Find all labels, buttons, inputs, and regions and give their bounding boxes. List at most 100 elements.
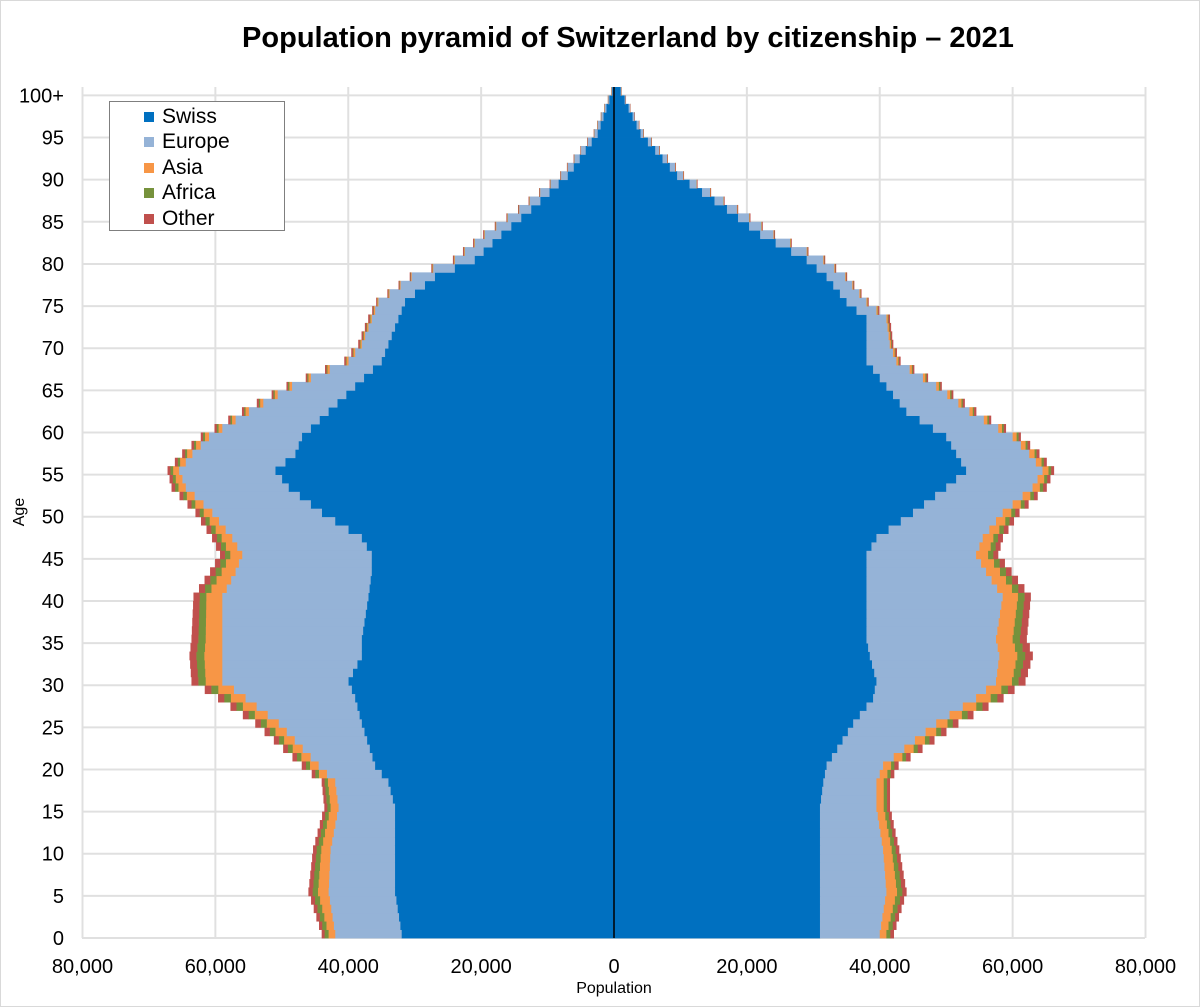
bar-europe-left-age-61 <box>235 415 320 425</box>
bar-europe-left-age-93 <box>580 145 586 155</box>
bar-europe-right-age-48 <box>888 525 990 534</box>
bar-other-left-age-12 <box>317 828 321 838</box>
bar-africa-left-age-68 <box>345 356 347 366</box>
bar-swiss-right-age-70 <box>614 339 867 349</box>
bar-swiss-left-age-54 <box>281 474 615 484</box>
bar-europe-right-age-44 <box>866 558 982 568</box>
bar-asia-right-age-59 <box>1012 432 1017 442</box>
bar-asia-left-age-87 <box>529 196 530 206</box>
bar-swiss-left-age-8 <box>394 862 615 871</box>
bar-asia-left-age-66 <box>308 373 311 383</box>
bar-asia-right-age-57 <box>1029 449 1035 459</box>
bar-swiss-right-age-78 <box>614 272 827 282</box>
bar-africa-left-age-69 <box>352 348 354 358</box>
bar-swiss-left-age-56 <box>285 457 615 467</box>
bar-other-left-age-82 <box>473 238 474 248</box>
bar-europe-right-age-56 <box>961 457 1037 467</box>
bar-other-right-age-47 <box>998 533 1003 543</box>
bar-asia-right-age-34 <box>997 643 1016 652</box>
bar-other-left-age-18 <box>321 777 325 787</box>
bar-swiss-left-age-6 <box>394 879 615 888</box>
bar-africa-left-age-22 <box>287 744 293 754</box>
bar-europe-right-age-37 <box>866 617 999 627</box>
bar-asia-right-age-30 <box>996 676 1013 686</box>
bar-other-right-age-12 <box>892 828 896 838</box>
bar-europe-left-age-48 <box>225 525 349 534</box>
y-tick-label: 0 <box>53 928 64 950</box>
bar-swiss-right-age-93 <box>614 145 656 155</box>
bar-europe-right-age-8 <box>819 862 885 871</box>
bar-asia-left-age-59 <box>204 432 210 442</box>
bar-other-left-age-91 <box>566 162 568 172</box>
y-tick-label: 95 <box>42 128 64 150</box>
y-axis-label: Age <box>11 498 28 527</box>
bar-other-left-age-34 <box>190 643 198 652</box>
bar-swiss-left-age-88 <box>549 188 615 197</box>
bar-asia-left-age-81 <box>463 247 465 256</box>
bar-asia-right-age-70 <box>889 339 892 349</box>
bar-asia-left-age-75 <box>377 297 379 307</box>
bar-europe-right-age-19 <box>824 769 881 779</box>
bar-africa-left-age-26 <box>248 710 255 720</box>
bar-asia-left-age-19 <box>318 769 327 779</box>
bar-europe-left-age-77 <box>400 280 425 290</box>
bar-europe-right-age-5 <box>819 887 887 897</box>
bar-europe-left-age-55 <box>178 466 276 475</box>
bar-asia-right-age-85 <box>749 213 750 223</box>
bar-europe-left-age-31 <box>222 668 353 678</box>
bar-swiss-left-age-73 <box>398 314 615 324</box>
legend-item: Other <box>110 206 284 232</box>
bar-africa-right-age-79 <box>834 263 836 273</box>
legend: Swiss Europe Asia Africa Other <box>109 101 285 231</box>
bar-africa-left-age-8 <box>314 862 320 871</box>
bar-other-right-age-92 <box>667 154 668 164</box>
legend-label: Other <box>162 206 215 230</box>
bar-europe-right-age-79 <box>816 263 835 273</box>
bar-europe-right-age-24 <box>847 727 926 737</box>
legend-swatch <box>144 137 154 148</box>
bar-africa-left-age-20 <box>305 761 311 770</box>
bar-africa-right-age-78 <box>845 272 847 282</box>
bar-swiss-left-age-50 <box>321 508 615 518</box>
bar-other-left-age-71 <box>361 331 364 341</box>
bar-europe-right-age-72 <box>866 322 888 332</box>
bar-asia-left-age-44 <box>225 558 239 568</box>
bar-swiss-right-age-21 <box>614 752 833 762</box>
bar-swiss-left-age-95 <box>597 129 615 138</box>
bar-asia-right-age-37 <box>998 617 1016 627</box>
bar-asia-right-age-33 <box>999 651 1018 661</box>
bar-europe-left-age-17 <box>336 786 391 796</box>
bar-europe-left-age-64 <box>277 390 347 400</box>
bar-asia-right-age-35 <box>996 634 1013 644</box>
bar-africa-right-age-62 <box>972 407 975 417</box>
bar-other-right-age-73 <box>888 314 891 324</box>
bar-swiss-right-age-17 <box>614 786 823 796</box>
bar-swiss-left-age-36 <box>362 626 615 636</box>
bar-asia-left-age-32 <box>204 659 223 669</box>
bar-other-left-age-65 <box>286 381 289 391</box>
bar-other-left-age-77 <box>398 280 400 290</box>
bar-other-right-age-77 <box>853 280 855 290</box>
bar-europe-right-age-87 <box>714 196 724 206</box>
bar-swiss-left-age-63 <box>337 398 615 408</box>
bar-africa-left-age-7 <box>313 870 320 880</box>
bar-asia-left-age-60 <box>218 424 223 433</box>
bar-europe-right-age-70 <box>866 339 891 349</box>
bar-swiss-right-age-95 <box>614 129 641 138</box>
bar-other-left-age-35 <box>191 634 199 644</box>
bar-asia-left-age-62 <box>245 407 249 417</box>
bar-europe-left-age-87 <box>529 196 541 206</box>
bar-swiss-left-age-27 <box>357 702 615 711</box>
bar-swiss-right-age-43 <box>614 567 867 577</box>
bar-other-right-age-75 <box>867 297 869 307</box>
bar-europe-left-age-78 <box>411 272 435 282</box>
bar-africa-left-age-36 <box>198 626 206 636</box>
bar-swiss-left-age-1 <box>400 921 615 930</box>
bar-other-right-age-48 <box>1003 525 1009 534</box>
bar-europe-right-age-36 <box>866 626 998 636</box>
bar-asia-left-age-23 <box>283 735 295 745</box>
bar-other-left-age-50 <box>195 508 200 518</box>
bar-asia-left-age-79 <box>432 263 434 273</box>
bar-europe-left-age-40 <box>222 592 369 602</box>
bar-europe-left-age-1 <box>333 921 401 930</box>
